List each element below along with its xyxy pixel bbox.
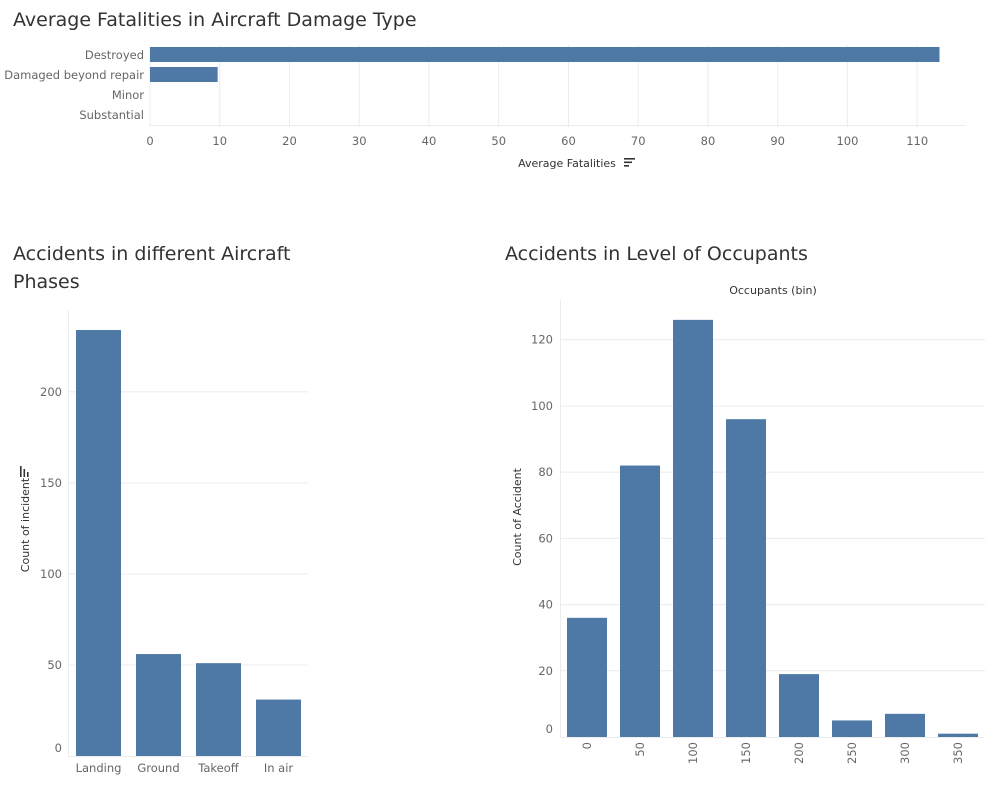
chart1-bar[interactable]	[150, 67, 218, 82]
chart3-category-label: 350	[951, 742, 965, 764]
sort-descending-icon[interactable]	[624, 158, 635, 167]
chart3-category-label: 250	[845, 742, 859, 764]
chart3-y-tick-label: 60	[538, 531, 553, 545]
chart2-y-axis-title: Count of incident	[19, 477, 32, 572]
chart2-category-label: Takeoff	[197, 761, 240, 775]
chart1-x-tick-label: 50	[491, 134, 506, 148]
chart3-y-tick-label: 120	[531, 333, 553, 347]
chart3-category-label: 150	[739, 742, 753, 764]
chart-average-fatalities: 0 10 20 30 40 50 60 70 80 90 100 110 Destroyed Damage…	[4, 45, 966, 170]
chart3-bar[interactable]	[779, 674, 819, 737]
chart3-y-tick-label: 0	[546, 722, 553, 736]
chart3-title: Accidents in Level of Occupants	[505, 243, 808, 265]
chart1-category-label: Destroyed	[85, 48, 144, 62]
chart3-y-tick-label: 80	[538, 465, 553, 479]
chart2-bar[interactable]	[76, 330, 121, 756]
chart-aircraft-phases: 0 50 100 150 200 Landing Ground Takeoff In air Co…	[19, 310, 308, 775]
chart1-title: Average Fatalities in Aircraft Damage Ty…	[13, 9, 417, 31]
chart2-category-label: Ground	[137, 761, 179, 775]
chart2-y-tick-label: 200	[40, 385, 62, 399]
chart3-bar[interactable]	[832, 720, 872, 737]
chart3-bar[interactable]	[726, 419, 766, 737]
chart1-x-tick-label: 80	[701, 134, 716, 148]
chart3-bar[interactable]	[938, 733, 978, 737]
chart2-category-label: Landing	[76, 761, 122, 775]
chart3-y-axis-title: Count of Accident	[511, 467, 524, 565]
chart2-y-tick-label: 100	[40, 567, 62, 581]
chart1-category-label: Substantial	[79, 108, 144, 122]
chart3-y-tick-label: 20	[538, 664, 553, 678]
chart1-x-tick-label: 100	[836, 134, 858, 148]
chart3-category-label: 300	[898, 742, 912, 764]
sort-descending-icon[interactable]	[20, 466, 29, 477]
chart2-bar[interactable]	[256, 699, 301, 756]
chart2-y-tick-label: 0	[55, 741, 62, 755]
chart1-x-tick-label: 40	[422, 134, 437, 148]
chart3-x-axis-title: Occupants (bin)	[729, 284, 817, 297]
chart1-x-tick-label: 90	[770, 134, 785, 148]
chart3-category-label: 50	[633, 742, 647, 757]
chart1-x-tick-label: 20	[282, 134, 297, 148]
chart3-category-label: 200	[792, 742, 806, 764]
chart3-bar[interactable]	[885, 713, 925, 737]
chart3-y-tick-label: 100	[531, 399, 553, 413]
chart1-bar[interactable]	[150, 47, 940, 62]
chart1-x-axis-title: Average Fatalities	[518, 157, 616, 170]
chart3-bar[interactable]	[567, 617, 607, 737]
chart1-x-tick-label: 110	[906, 134, 928, 148]
chart1-category-label: Damaged beyond repair	[4, 68, 144, 82]
chart2-y-tick-label: 150	[40, 476, 62, 490]
chart3-bar[interactable]	[620, 465, 660, 737]
chart2-bar[interactable]	[196, 663, 241, 756]
chart1-x-tick-label: 30	[352, 134, 367, 148]
chart3-bar[interactable]	[673, 319, 713, 737]
chart1-x-tick-label: 10	[212, 134, 227, 148]
chart1-category-label: Minor	[112, 88, 144, 102]
chart2-bar[interactable]	[136, 654, 181, 756]
chart3-category-label: 100	[686, 742, 700, 764]
chart1-x-tick-label: 70	[631, 134, 646, 148]
chart3-category-label: 0	[580, 742, 594, 749]
chart1-x-tick-label: 60	[561, 134, 576, 148]
chart1-x-tick-label: 0	[146, 134, 153, 148]
chart2-y-tick-label: 50	[47, 658, 62, 672]
chart2-category-label: In air	[264, 761, 294, 775]
chart2-title: Accidents in different Aircraft Phases	[13, 243, 291, 293]
chart3-y-tick-label: 40	[538, 598, 553, 612]
